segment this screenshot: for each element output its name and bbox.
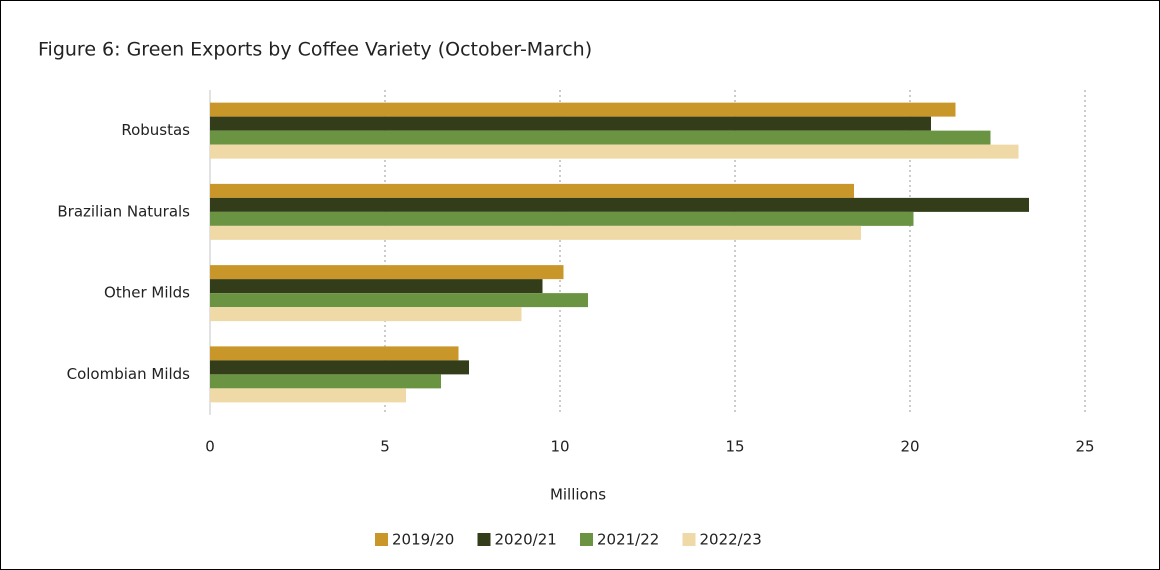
legend-swatch xyxy=(375,533,388,546)
chart-title: Figure 6: Green Exports by Coffee Variet… xyxy=(38,39,592,61)
bar xyxy=(210,279,543,294)
x-tick-label: 10 xyxy=(550,438,569,456)
bar xyxy=(210,307,522,322)
bar xyxy=(210,225,861,240)
bar xyxy=(210,265,564,280)
legend-swatch xyxy=(682,533,696,546)
legend-label: 2019/20 xyxy=(392,531,454,549)
y-tick-label: Other Milds xyxy=(104,284,190,302)
legend-label: 2020/21 xyxy=(495,531,557,549)
legend-label: 2022/23 xyxy=(700,531,762,549)
legend-swatch xyxy=(580,533,593,546)
bar xyxy=(210,144,1019,159)
y-tick-label: Colombian Milds xyxy=(67,365,191,383)
bar xyxy=(210,116,931,131)
legend-label: 2021/22 xyxy=(597,531,659,549)
bar xyxy=(210,183,854,198)
bar xyxy=(210,102,956,117)
y-tick-label: Brazilian Naturals xyxy=(57,202,190,220)
bar xyxy=(210,360,469,375)
x-tick-label: 5 xyxy=(380,438,390,456)
bar xyxy=(210,197,1029,212)
x-axis-label: Millions xyxy=(550,486,606,504)
x-tick-label: 15 xyxy=(725,438,744,456)
x-tick-label: 0 xyxy=(205,438,215,456)
bar xyxy=(210,211,914,226)
legend-swatch xyxy=(477,533,491,546)
bar xyxy=(210,130,991,145)
bar xyxy=(210,374,441,389)
x-tick-label: 25 xyxy=(1075,438,1094,456)
bar xyxy=(210,346,459,361)
bar xyxy=(210,293,588,308)
x-tick-label: 20 xyxy=(900,438,919,456)
y-tick-label: Robustas xyxy=(121,121,190,139)
bar xyxy=(210,388,406,403)
